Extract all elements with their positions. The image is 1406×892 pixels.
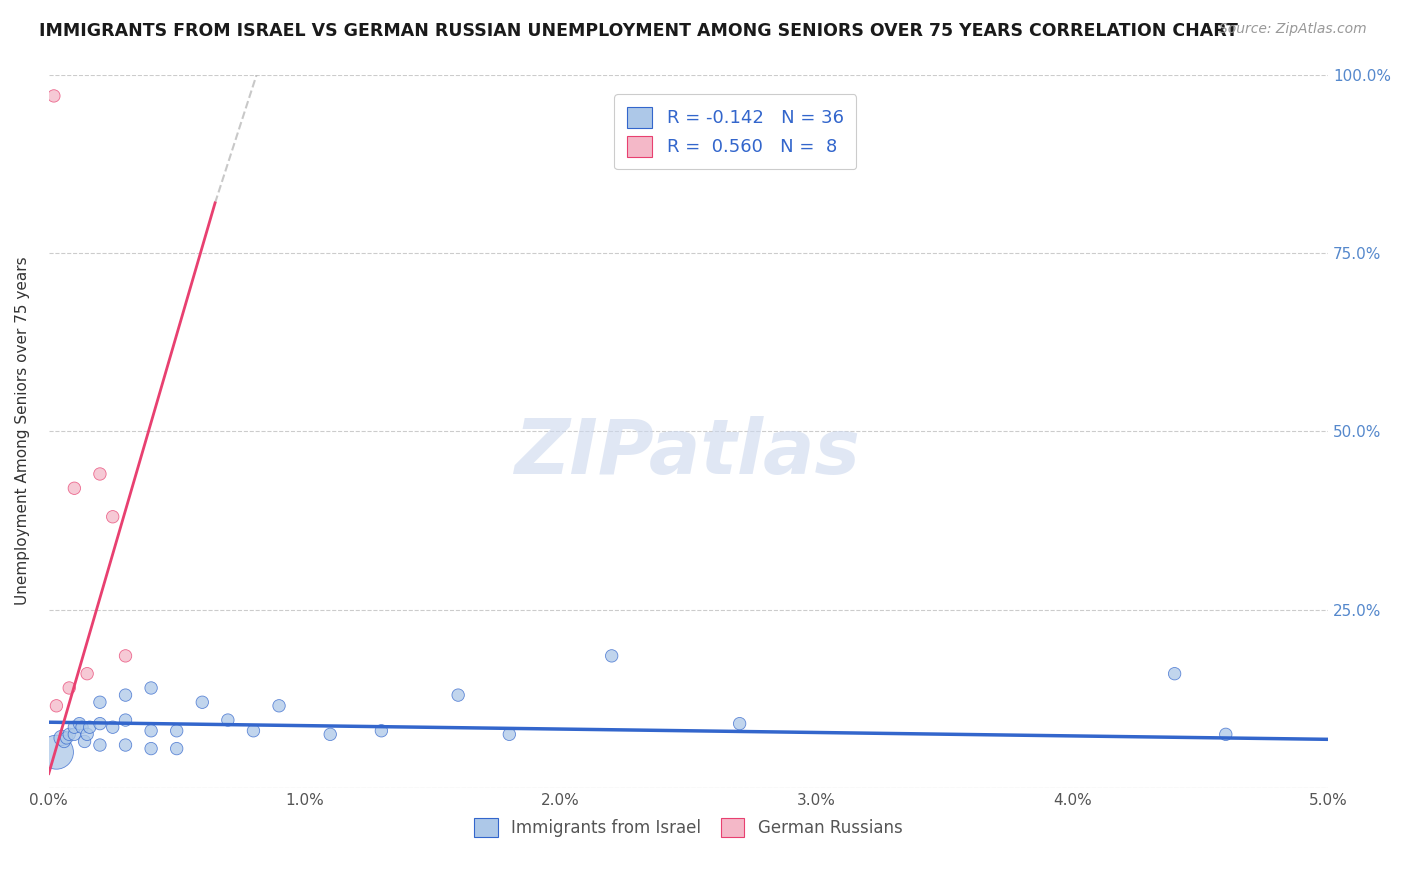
Point — [728, 716, 751, 731]
Point — [101, 509, 124, 524]
Point — [600, 648, 623, 663]
Point — [89, 695, 111, 709]
Point — [1215, 727, 1237, 741]
Point — [63, 481, 86, 495]
Point — [42, 89, 65, 103]
Point — [114, 688, 136, 702]
Text: Source: ZipAtlas.com: Source: ZipAtlas.com — [1219, 22, 1367, 37]
Text: ZIPatlas: ZIPatlas — [516, 416, 862, 490]
Point — [73, 734, 96, 748]
Point — [55, 731, 77, 745]
Point — [498, 727, 520, 741]
Point — [51, 731, 73, 745]
Point — [70, 720, 93, 734]
Point — [53, 734, 76, 748]
Point — [166, 723, 188, 738]
Point — [69, 716, 91, 731]
Point — [79, 720, 101, 734]
Point — [447, 688, 470, 702]
Point — [63, 720, 86, 734]
Point — [217, 713, 239, 727]
Point — [58, 727, 80, 741]
Point — [114, 648, 136, 663]
Y-axis label: Unemployment Among Seniors over 75 years: Unemployment Among Seniors over 75 years — [15, 257, 30, 606]
Point — [76, 727, 98, 741]
Text: IMMIGRANTS FROM ISRAEL VS GERMAN RUSSIAN UNEMPLOYMENT AMONG SENIORS OVER 75 YEAR: IMMIGRANTS FROM ISRAEL VS GERMAN RUSSIAN… — [39, 22, 1239, 40]
Point — [89, 716, 111, 731]
Point — [45, 745, 67, 759]
Point — [139, 723, 162, 738]
Point — [101, 720, 124, 734]
Point — [267, 698, 290, 713]
Point — [76, 666, 98, 681]
Point — [114, 738, 136, 752]
Point — [166, 741, 188, 756]
Point — [89, 467, 111, 481]
Point — [139, 681, 162, 695]
Point — [45, 698, 67, 713]
Point — [191, 695, 214, 709]
Point — [89, 738, 111, 752]
Point — [370, 723, 392, 738]
Point — [63, 727, 86, 741]
Point — [242, 723, 264, 738]
Point — [319, 727, 342, 741]
Point — [114, 713, 136, 727]
Legend: Immigrants from Israel, German Russians: Immigrants from Israel, German Russians — [468, 811, 910, 844]
Point — [1163, 666, 1185, 681]
Point — [58, 681, 80, 695]
Point — [139, 741, 162, 756]
